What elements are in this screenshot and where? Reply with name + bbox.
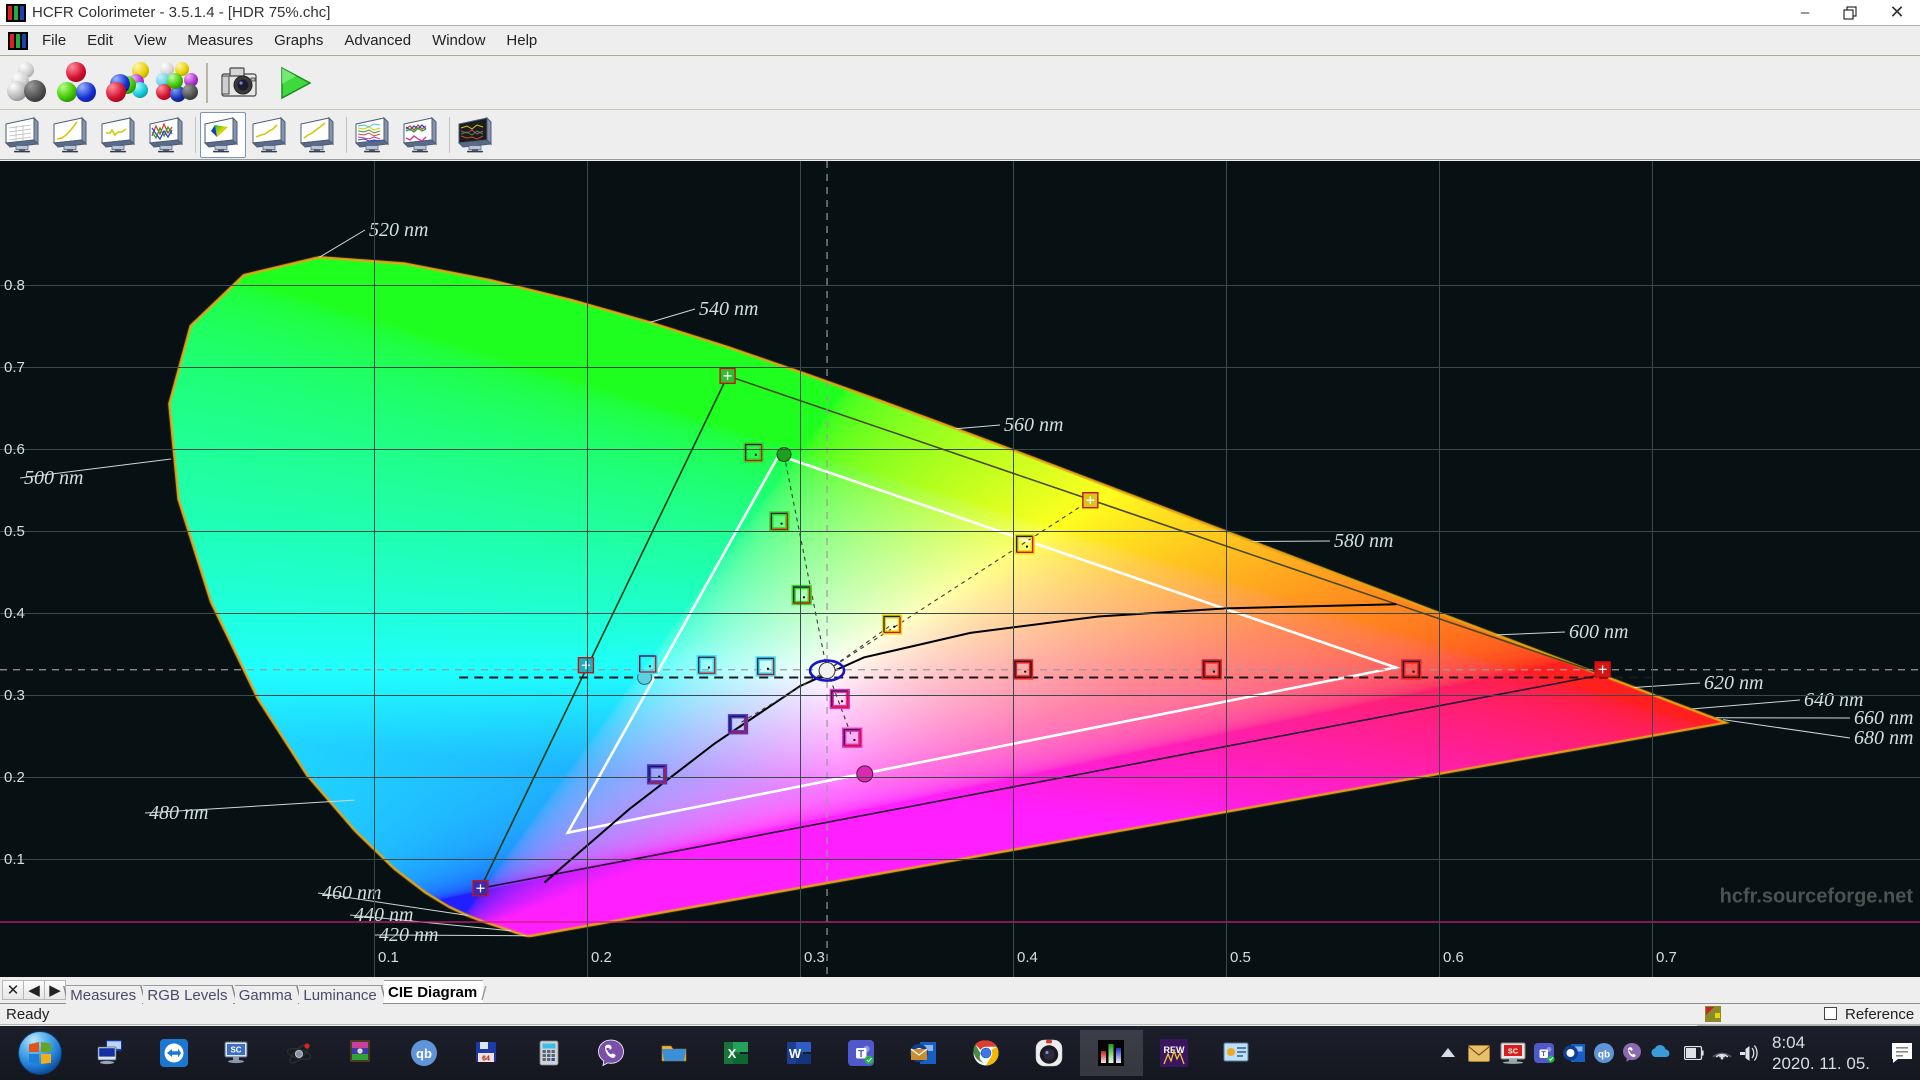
svg-text:620 nm: 620 nm xyxy=(1704,672,1763,694)
svg-text:540 nm: 540 nm xyxy=(699,298,758,320)
svg-text:420 nm: 420 nm xyxy=(379,924,438,946)
svg-text:480 nm: 480 nm xyxy=(149,802,208,824)
svg-text:W: W xyxy=(789,1046,802,1061)
svg-text:680 nm: 680 nm xyxy=(1854,727,1913,749)
svg-text:520 nm: 520 nm xyxy=(369,219,428,241)
svg-text:SC: SC xyxy=(231,1046,242,1055)
svg-text:T: T xyxy=(858,1049,864,1060)
svg-text:660 nm: 660 nm xyxy=(1854,707,1913,729)
svg-text:qb: qb xyxy=(1598,1050,1610,1061)
svg-text:qb: qb xyxy=(416,1046,432,1061)
svg-text:SC: SC xyxy=(1508,1047,1519,1056)
svg-text:500 nm: 500 nm xyxy=(24,467,83,489)
svg-text:X: X xyxy=(728,1046,737,1061)
svg-text:580 nm: 580 nm xyxy=(1334,530,1393,552)
svg-text:64: 64 xyxy=(482,1056,490,1063)
svg-text:460 nm: 460 nm xyxy=(322,882,381,904)
svg-text:hcfr.sourceforge.net: hcfr.sourceforge.net xyxy=(1720,886,1914,908)
svg-text:600 nm: 600 nm xyxy=(1569,621,1628,643)
svg-text:T: T xyxy=(1541,1049,1546,1058)
